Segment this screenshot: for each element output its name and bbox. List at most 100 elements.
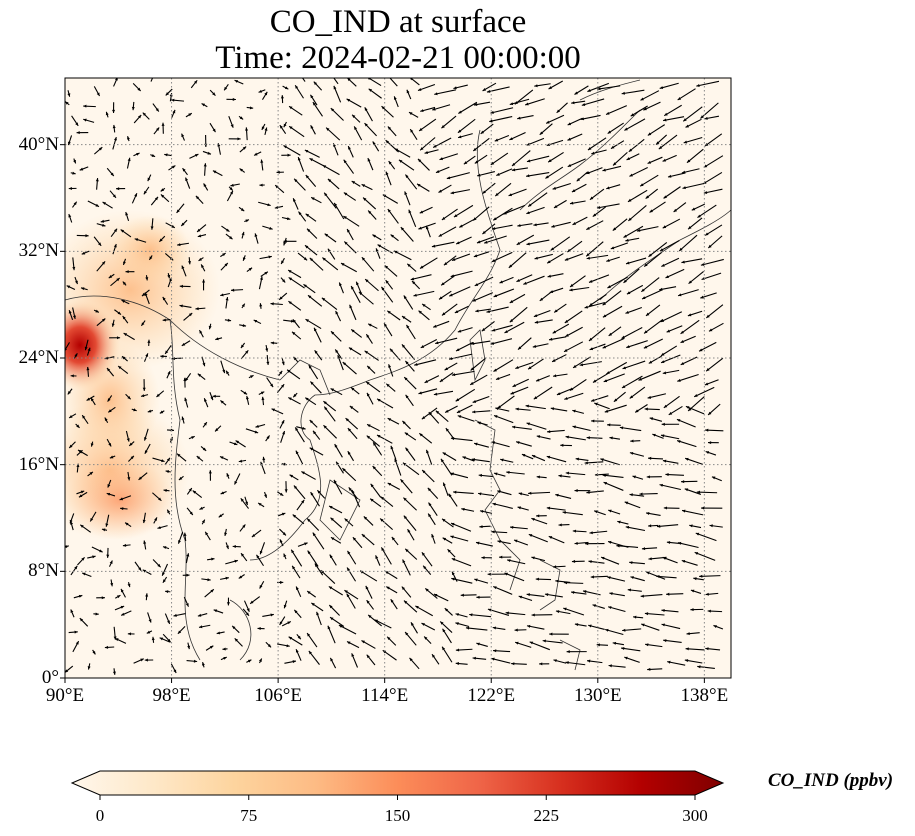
wind-arrowhead [629,395,634,399]
wind-arrow [587,137,607,151]
wind-arrow [563,341,584,353]
wind-arrowhead [245,612,250,616]
wind-arrowhead [381,286,385,291]
wind-arrowhead [76,424,80,428]
wind-arrowhead [509,137,513,140]
wind-arrowhead [243,391,248,395]
wind-arrowhead [462,456,466,460]
wind-arrowhead [660,352,665,356]
wind-arrowhead [78,449,82,453]
wind-arrowhead [120,229,125,233]
wind-arrow [450,437,473,442]
wind-arrowhead [67,93,71,97]
wind-arrowhead [305,319,309,323]
wind-arrowhead [307,228,311,232]
wind-arrowhead [588,560,592,564]
wind-arrowhead [264,494,267,498]
wind-arrowhead [333,479,337,484]
wind-arrowhead [366,435,371,439]
wind-arrowhead [390,234,395,238]
wind-arrowhead [233,442,238,446]
wind-arrowhead [107,398,111,402]
wind-arrowhead [298,211,302,216]
wind-arrowhead [394,148,399,152]
wind-arrowhead [662,371,667,375]
wind-arrowhead [442,646,446,651]
wind-arrowhead [108,275,113,279]
wind-arrowhead [472,298,477,302]
wind-arrowhead [339,282,342,286]
wind-arrowhead [708,244,712,249]
wind-arrowhead [621,646,625,651]
wind-arrowhead [597,87,601,91]
wind-arrowhead [112,194,116,198]
wind-arrowhead [234,638,239,642]
wind-arrowhead [387,209,391,213]
wind-arrow [584,301,605,309]
wind-arrowhead [647,160,652,164]
wind-arrowhead [402,420,406,425]
wind-arrowhead [425,588,429,592]
wind-arrowhead [688,280,692,284]
wind-arrowhead [648,360,653,364]
wind-arrowhead [442,518,446,522]
wind-arrowhead [212,128,216,133]
wind-arrowhead [147,409,152,413]
wind-arrowhead [473,254,478,258]
wind-arrowhead [348,487,352,491]
wind-arrowhead [330,388,335,392]
wind-arrow [451,253,471,262]
wind-arrowhead [472,656,476,660]
wind-arrowhead [547,274,551,278]
wind-arrowhead [607,285,611,289]
wind-arrowhead [96,92,100,97]
wind-arrowhead [279,621,283,625]
wind-arrowhead [387,310,391,314]
wind-arrowhead [342,362,347,366]
wind-arrowhead [187,645,191,650]
wind-arrow [453,204,474,218]
wind-arrowhead [183,377,187,381]
wind-arrow [322,257,339,271]
wind-arrowhead [351,489,355,494]
wind-arrow [661,623,681,630]
wind-arrow [400,226,414,242]
wind-arrowhead [179,304,183,308]
wind-arrow [65,342,70,351]
wind-arrowhead [461,507,465,511]
wind-arrowhead [605,628,609,632]
wind-arrowhead [499,555,503,559]
wind-arrowhead [218,514,223,518]
wind-arrowhead [80,490,85,494]
wind-arrowhead [89,471,93,475]
wind-arrowhead [602,473,606,477]
wind-arrowhead [455,648,460,652]
wind-arrowhead [662,557,667,560]
wind-arrow [448,286,471,297]
wind-arrowhead [173,613,177,617]
wind-arrowhead [294,178,298,183]
wind-arrowhead [151,154,156,157]
wind-arrowhead [413,293,417,297]
wind-arrowhead [450,535,454,539]
wind-arrowhead [78,594,83,598]
wind-arrowhead [401,344,406,348]
wind-arrowhead [572,529,577,533]
wind-arrowhead [204,398,207,402]
wind-arrowhead [624,127,628,131]
wind-arrowhead [409,657,413,662]
wind-arrowhead [281,384,285,388]
wind-arrowhead [644,330,648,334]
wind-arrowhead [210,396,214,401]
wind-arrowhead [433,392,438,396]
wind-arrowhead [625,525,630,529]
wind-arrowhead [601,556,605,560]
wind-arrowhead [548,536,553,539]
colorbar-ticks [99,795,696,800]
wind-arrowhead [552,186,557,190]
wind-arrow [621,89,645,95]
wind-arrowhead [255,424,259,428]
wind-arrowhead [528,366,532,370]
wind-arrowhead [403,497,407,501]
wind-arrowhead [531,556,535,560]
